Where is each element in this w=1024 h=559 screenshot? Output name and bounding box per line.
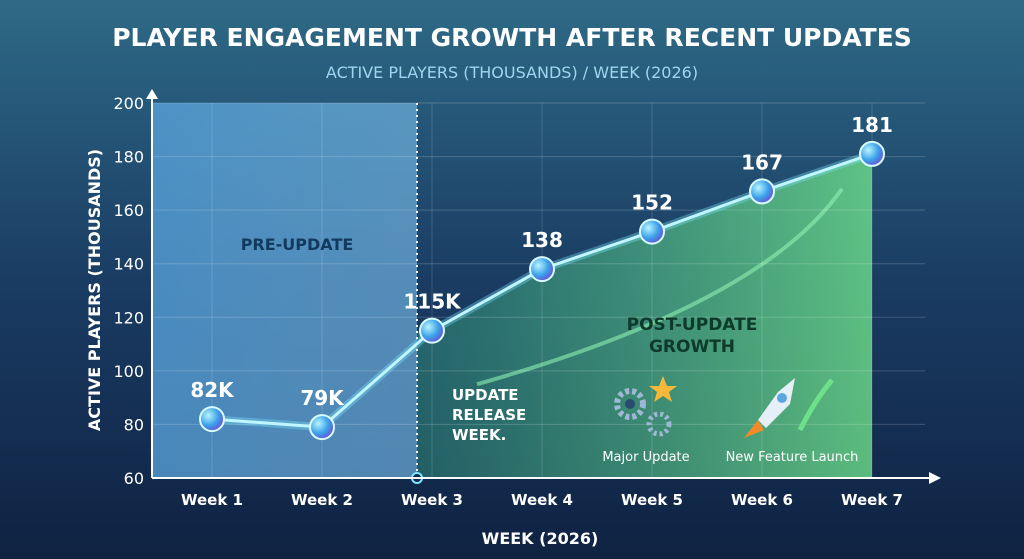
x-tick-label: Week 1 (181, 491, 243, 509)
x-tick-label: Week 4 (511, 491, 573, 509)
chart-subtitle: ACTIVE PLAYERS (THOUSANDS) / WEEK (2026) (326, 63, 698, 82)
x-tick-label: Week 5 (621, 491, 683, 509)
data-point (419, 317, 445, 344)
x-tick-label: Week 6 (731, 491, 793, 509)
data-label: 152 (631, 191, 673, 215)
data-label: 138 (521, 228, 563, 252)
data-point (199, 406, 225, 433)
data-point (309, 414, 335, 441)
y-tick-label: 200 (113, 94, 144, 113)
y-axis-label: ACTIVE PLAYERS (THOUSANDS) (85, 149, 104, 431)
growth-trend-arrow (476, 187, 844, 387)
y-tick-label: 160 (113, 201, 144, 220)
data-label: 79K (300, 386, 345, 410)
release-week-label: UPDATE RELEASE WEEK. (452, 386, 526, 444)
y-axis-arrow (146, 89, 158, 99)
chart-title: PLAYER ENGAGEMENT GROWTH AFTER RECENT UP… (112, 23, 912, 52)
y-tick-label: 80 (124, 415, 144, 434)
new-feature-label: New Feature Launch (726, 450, 859, 465)
post-update-area (417, 153, 872, 478)
data-label: 115K (403, 290, 462, 314)
data-point (859, 140, 885, 167)
pre-update-label: PRE-UPDATE (241, 235, 354, 254)
y-tick-label: 120 (113, 308, 144, 327)
release-line2: RELEASE (452, 406, 526, 424)
x-tick-label: Week 3 (401, 491, 463, 509)
x-tick-label: Week 2 (291, 491, 353, 509)
star-icon (649, 376, 677, 402)
gears-icon (614, 388, 672, 437)
pre-update-region (152, 103, 417, 478)
release-line3: WEEK. (452, 426, 506, 444)
x-axis-label: WEEK (2026) (482, 529, 599, 548)
major-update-label: Major Update (602, 450, 689, 465)
data-point (749, 178, 775, 205)
y-tick-label: 60 (124, 469, 144, 488)
y-tick-label: 100 (113, 362, 144, 381)
post-update-line1: POST-UPDATE (627, 315, 758, 335)
data-point (639, 218, 665, 245)
growth-arrow-icon (797, 378, 834, 432)
y-tick-label: 140 (113, 255, 144, 274)
data-point (529, 256, 555, 283)
x-axis-arrow (929, 472, 941, 484)
release-line1: UPDATE (452, 386, 519, 404)
data-label: 82K (190, 378, 235, 402)
data-label: 181 (851, 113, 893, 137)
post-update-label: POST-UPDATE GROWTH (627, 315, 758, 357)
x-tick-label: Week 7 (841, 491, 903, 509)
y-tick-label: 180 (113, 148, 144, 167)
rocket-icon (744, 378, 795, 438)
post-update-line2: GROWTH (649, 337, 735, 357)
data-label: 167 (741, 150, 783, 174)
